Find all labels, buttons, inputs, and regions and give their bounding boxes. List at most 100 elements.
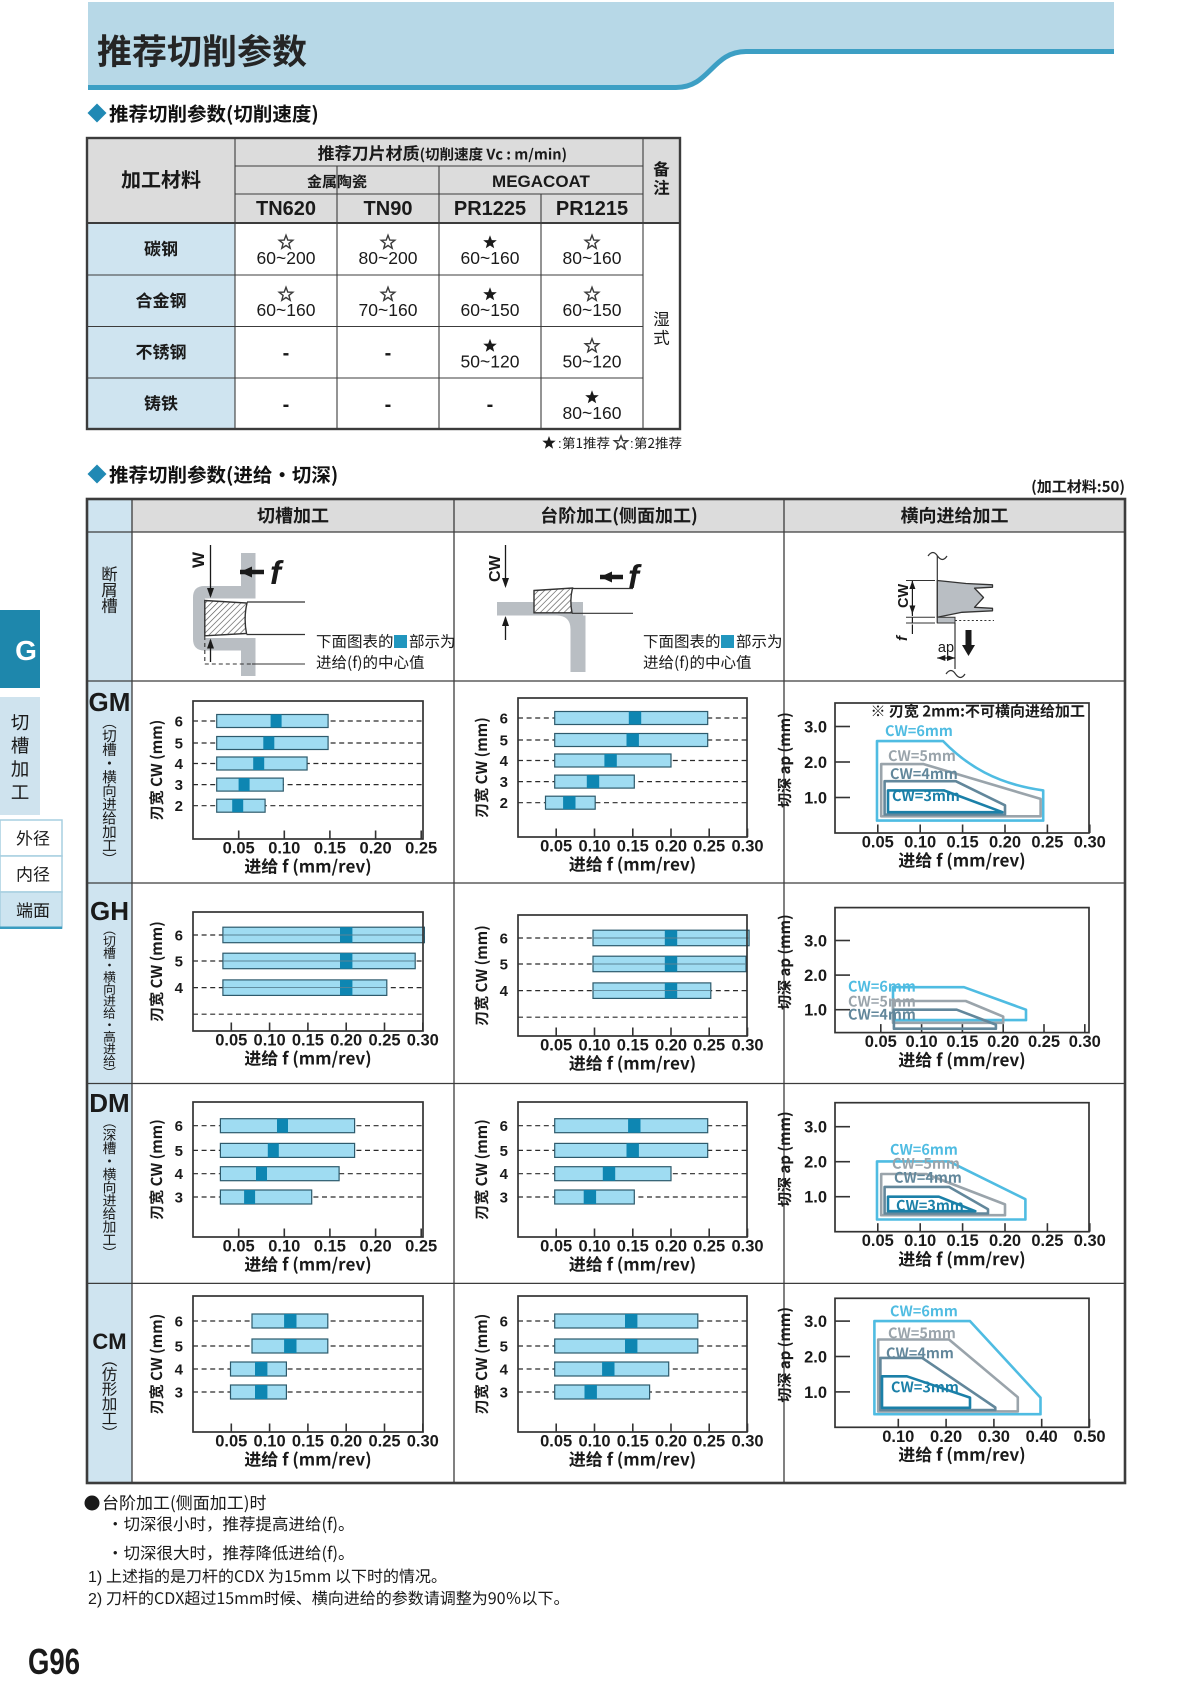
svg-text:1.0: 1.0 xyxy=(804,1384,827,1402)
svg-text:0.05: 0.05 xyxy=(862,1232,894,1250)
svg-text:0.25: 0.25 xyxy=(693,1433,725,1451)
svg-text:0.30: 0.30 xyxy=(1074,1232,1106,1250)
svg-text:3: 3 xyxy=(500,1385,508,1402)
svg-text:3.0: 3.0 xyxy=(804,719,827,737)
svg-text:0.10: 0.10 xyxy=(578,1037,610,1055)
svg-text:0.20: 0.20 xyxy=(930,1428,962,1446)
svg-text:2: 2 xyxy=(500,795,508,812)
svg-text:-: - xyxy=(487,394,494,416)
svg-text:3.0: 3.0 xyxy=(804,1313,827,1331)
svg-text:3: 3 xyxy=(500,1190,508,1207)
svg-text:0.25: 0.25 xyxy=(693,838,725,856)
svg-text:PR1225: PR1225 xyxy=(454,198,526,220)
svg-text:0.15: 0.15 xyxy=(946,1033,978,1051)
svg-text:0.30: 0.30 xyxy=(731,1037,763,1055)
svg-text:0.10: 0.10 xyxy=(578,1238,610,1256)
svg-text:60~160: 60~160 xyxy=(257,300,316,320)
svg-text:80~160: 80~160 xyxy=(563,248,622,268)
svg-text:5: 5 xyxy=(500,1339,508,1356)
svg-text:6: 6 xyxy=(500,1118,508,1135)
svg-text:0.20: 0.20 xyxy=(655,1433,687,1451)
svg-text:5: 5 xyxy=(175,1143,183,1160)
svg-text:0.50: 0.50 xyxy=(1073,1428,1105,1446)
svg-text:GH: GH xyxy=(90,896,129,926)
svg-text:f: f xyxy=(894,634,911,641)
svg-text:0.20: 0.20 xyxy=(987,1033,1019,1051)
svg-text:0.30: 0.30 xyxy=(407,1433,439,1451)
svg-text:4: 4 xyxy=(175,1362,184,1379)
svg-text:3: 3 xyxy=(500,774,508,791)
svg-text:G: G xyxy=(15,635,37,666)
svg-text:0.05: 0.05 xyxy=(223,1238,255,1256)
svg-text:3.0: 3.0 xyxy=(804,933,827,951)
svg-text:0.05: 0.05 xyxy=(540,1037,572,1055)
svg-text:0.15: 0.15 xyxy=(617,1037,649,1055)
svg-text:0.10: 0.10 xyxy=(268,1238,300,1256)
svg-text:2.0: 2.0 xyxy=(804,1349,827,1367)
svg-text:3: 3 xyxy=(175,777,183,794)
svg-text:0.25: 0.25 xyxy=(405,840,437,858)
svg-text:0.05: 0.05 xyxy=(215,1032,247,1050)
svg-text:0.15: 0.15 xyxy=(617,838,649,856)
svg-text:CM: CM xyxy=(92,1329,126,1354)
svg-text:1.0: 1.0 xyxy=(804,1002,827,1020)
svg-text:2.0: 2.0 xyxy=(804,754,827,772)
svg-text:4: 4 xyxy=(500,1362,509,1379)
svg-text:0.05: 0.05 xyxy=(540,1238,572,1256)
svg-text:0.25: 0.25 xyxy=(1028,1033,1060,1051)
svg-text:2.0: 2.0 xyxy=(804,967,827,985)
svg-text:4: 4 xyxy=(500,753,509,770)
svg-text:0.10: 0.10 xyxy=(268,840,300,858)
svg-text:0.15: 0.15 xyxy=(947,1232,979,1250)
svg-text:0.10: 0.10 xyxy=(882,1428,914,1446)
svg-text:PR1215: PR1215 xyxy=(556,198,628,220)
svg-text:0.20: 0.20 xyxy=(655,1037,687,1055)
svg-text:0.05: 0.05 xyxy=(215,1433,247,1451)
svg-text:f: f xyxy=(270,554,284,591)
svg-text::: : xyxy=(630,436,634,451)
svg-text:0.30: 0.30 xyxy=(978,1428,1010,1446)
svg-text:1): 1) xyxy=(88,1569,102,1586)
svg-text:0.25: 0.25 xyxy=(368,1032,400,1050)
svg-text:0.20: 0.20 xyxy=(330,1032,362,1050)
svg-text:-: - xyxy=(385,394,392,416)
svg-text:0.20: 0.20 xyxy=(360,840,392,858)
svg-text:GM: GM xyxy=(89,687,131,717)
svg-text:60~160: 60~160 xyxy=(461,248,520,268)
svg-text:5: 5 xyxy=(175,1339,183,1356)
svg-text:3: 3 xyxy=(175,1385,183,1402)
svg-text:0.25: 0.25 xyxy=(693,1238,725,1256)
svg-text:0.25: 0.25 xyxy=(1031,834,1063,852)
svg-text:0.15: 0.15 xyxy=(314,840,346,858)
svg-text:1.0: 1.0 xyxy=(804,1189,827,1207)
svg-text:0.15: 0.15 xyxy=(314,1238,346,1256)
svg-text:3.0: 3.0 xyxy=(804,1119,827,1137)
svg-text:0.05: 0.05 xyxy=(540,1433,572,1451)
svg-text:0.10: 0.10 xyxy=(906,1033,938,1051)
svg-text:50~120: 50~120 xyxy=(461,352,520,372)
svg-text:4: 4 xyxy=(175,756,184,773)
svg-text:0.10: 0.10 xyxy=(904,1232,936,1250)
svg-text:6: 6 xyxy=(500,931,508,948)
svg-text:0.20: 0.20 xyxy=(989,834,1021,852)
svg-text:0.10: 0.10 xyxy=(254,1032,286,1050)
svg-text:-: - xyxy=(283,343,290,365)
svg-text:1.0: 1.0 xyxy=(804,790,827,808)
svg-text:2): 2) xyxy=(88,1591,102,1608)
svg-text:0.20: 0.20 xyxy=(330,1433,362,1451)
svg-text:80~200: 80~200 xyxy=(359,248,418,268)
svg-text:0.20: 0.20 xyxy=(360,1238,392,1256)
svg-text:5: 5 xyxy=(175,954,183,971)
svg-text:0.20: 0.20 xyxy=(655,838,687,856)
svg-text:f: f xyxy=(628,558,642,595)
svg-text:5: 5 xyxy=(500,1143,508,1160)
svg-text:0.15: 0.15 xyxy=(292,1433,324,1451)
svg-text:0.25: 0.25 xyxy=(1031,1232,1063,1250)
svg-text:0.40: 0.40 xyxy=(1026,1428,1058,1446)
svg-text:0.30: 0.30 xyxy=(731,1238,763,1256)
svg-text:5: 5 xyxy=(500,733,508,750)
svg-text:ap: ap xyxy=(938,640,954,656)
svg-text:5: 5 xyxy=(500,957,508,974)
svg-text:0.30: 0.30 xyxy=(1069,1033,1101,1051)
svg-text:MEGACOAT: MEGACOAT xyxy=(492,172,591,191)
